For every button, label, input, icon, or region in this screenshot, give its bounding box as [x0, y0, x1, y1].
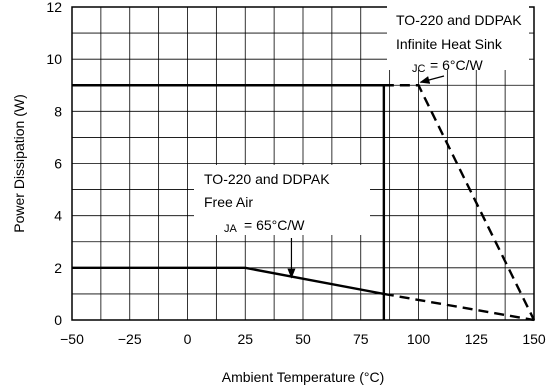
x-tick-label: −50 — [60, 331, 84, 347]
x-tick-label: 100 — [407, 331, 431, 347]
y-axis-label: Power Dissipation (W) — [11, 94, 27, 232]
annotation-box — [194, 165, 370, 235]
x-tick-label: 150 — [522, 331, 546, 347]
annotation-line-1: TO-220 and DDPAK — [396, 12, 522, 28]
annotation-arrow — [419, 75, 445, 84]
x-tick-label: 75 — [353, 331, 369, 347]
annotation-infinite-heat-sink: TO-220 and DDPAK Infinite Heat Sink JC =… — [387, 6, 529, 84]
series-line-0 — [72, 266, 385, 296]
y-tick-label: 6 — [54, 156, 62, 172]
annotation-subscript: JA — [224, 223, 238, 235]
annotation-line-2: Free Air — [204, 194, 253, 210]
y-tick-label: 0 — [54, 312, 62, 328]
y-tick-label: 4 — [54, 208, 62, 224]
series-layer — [72, 84, 536, 322]
annotation-box — [387, 6, 529, 70]
y-tick-label: 12 — [46, 0, 62, 15]
x-tick-labels: −50 −25 0 25 50 75 100 125 150 — [60, 331, 546, 347]
y-tick-label: 2 — [54, 260, 62, 276]
annotation-subscript: JC — [412, 63, 426, 75]
plot-frame — [71, 6, 535, 321]
x-tick-label: 0 — [184, 331, 192, 347]
x-tick-label: 25 — [237, 331, 253, 347]
series-line-1 — [383, 292, 535, 322]
y-tick-label: 10 — [46, 51, 62, 67]
annotation-value: = 6°C/W — [430, 57, 483, 73]
x-tick-label: −25 — [118, 331, 142, 347]
annotation-value: = 65°C/W — [244, 217, 305, 233]
y-tick-label: 8 — [54, 103, 62, 119]
x-axis-label: Ambient Temperature (°C) — [222, 369, 385, 385]
annotation-free-air: TO-220 and DDPAK Free Air JA = 65°C/W — [194, 165, 370, 279]
series-line-3 — [383, 84, 536, 321]
x-tick-label: 125 — [465, 331, 489, 347]
x-tick-label: 50 — [295, 331, 311, 347]
annotation-line-1: TO-220 and DDPAK — [204, 171, 330, 187]
y-tick-labels: 0 2 4 6 8 10 12 — [46, 0, 62, 328]
annotation-line-2: Infinite Heat Sink — [396, 36, 503, 52]
